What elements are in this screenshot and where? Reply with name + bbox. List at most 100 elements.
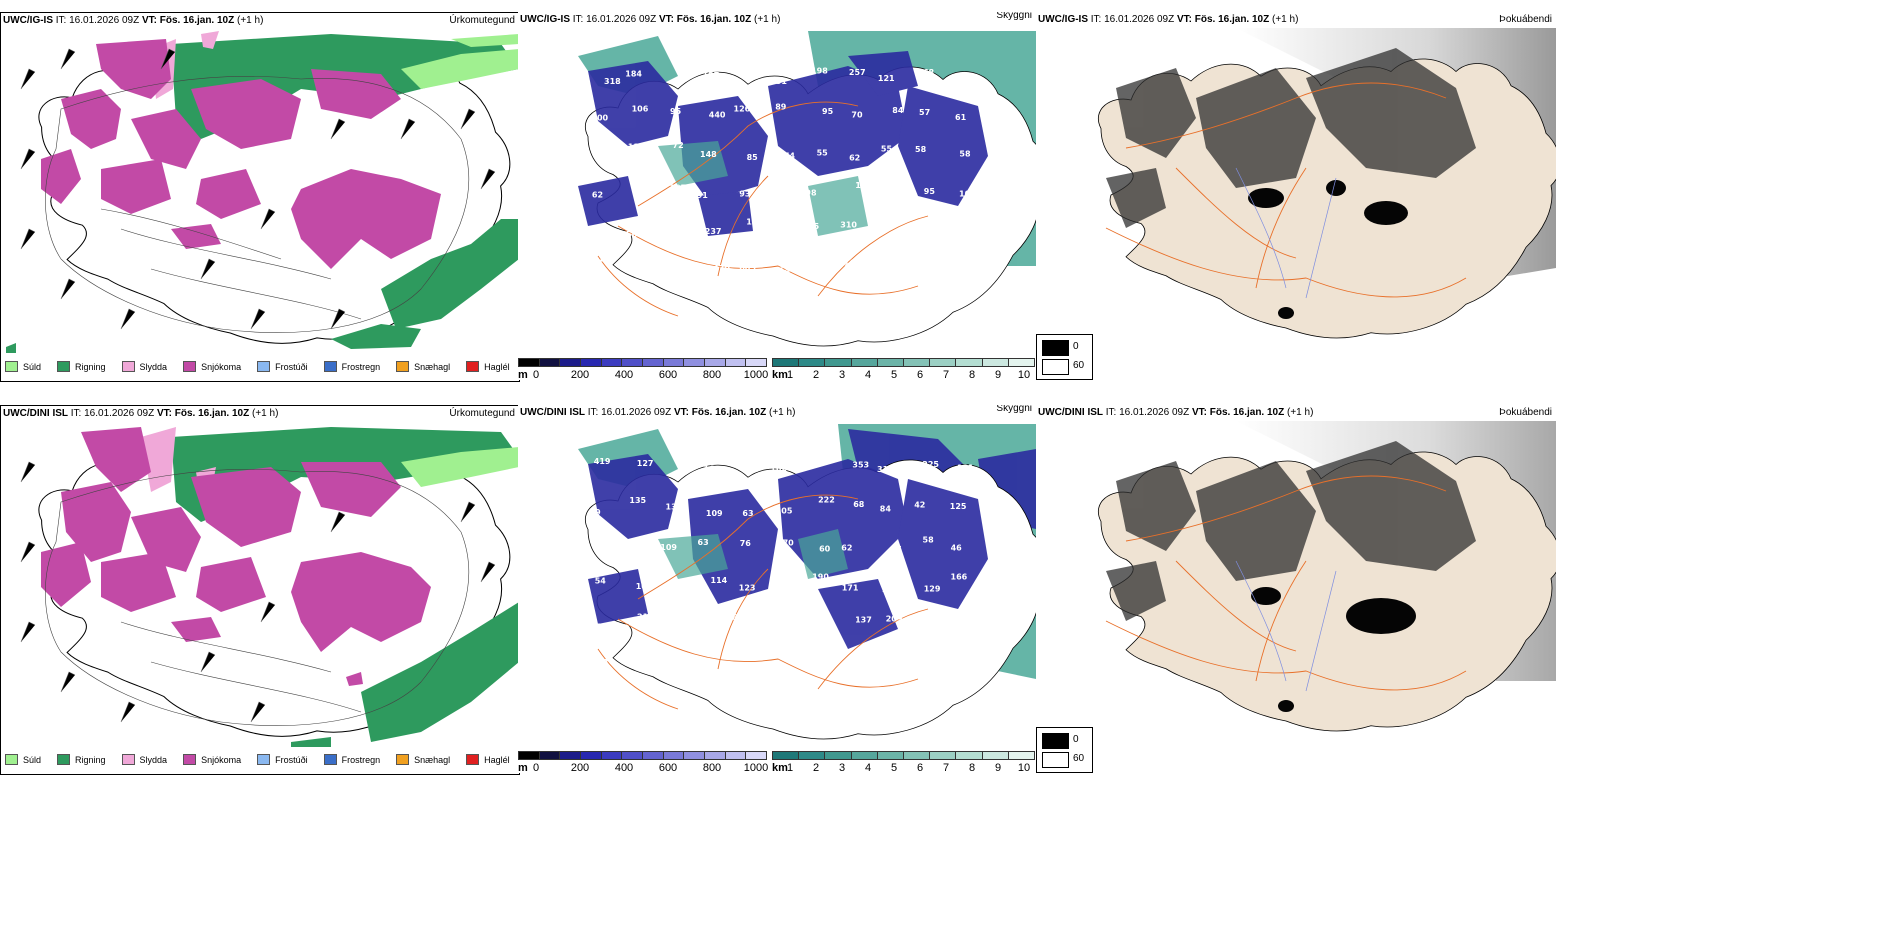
legend-item: Haglél xyxy=(466,361,510,372)
map-value-label: 44 xyxy=(951,258,963,267)
colorbar-segment xyxy=(518,358,540,367)
legend-item: Súld xyxy=(5,361,41,372)
legend-item: Rigning xyxy=(57,754,106,765)
map-labels: 318 184 185 187 159 131 198 257 121 168 66 100 106 95… xyxy=(591,66,976,275)
colorbar-tick: 3 xyxy=(838,369,846,380)
legend-item: Slydda xyxy=(121,754,168,765)
legend-swatch xyxy=(57,361,71,372)
map-value-label: 187 xyxy=(703,71,720,80)
colorbar-segment xyxy=(955,751,983,760)
map-value-label: 58 xyxy=(923,536,935,545)
map-value-label: 133 xyxy=(894,180,911,189)
field-name: Úrkomutegund xyxy=(449,15,515,26)
legend-label: Frostúði xyxy=(275,361,308,372)
colorbar-segment xyxy=(876,358,904,367)
colorbar-segment xyxy=(538,751,561,760)
map-value-label: 68 xyxy=(853,500,865,509)
roads xyxy=(597,101,929,317)
colorbar-segment xyxy=(538,358,561,367)
colorbar-tick: 4 xyxy=(864,369,872,380)
fog-legend-swatch xyxy=(1042,359,1069,375)
colorbar-tick: 10 xyxy=(1017,369,1031,380)
map-value-label: 84 xyxy=(892,106,904,115)
map-value-label: 55 xyxy=(881,144,893,153)
map-value-label: 58 xyxy=(959,150,971,159)
map-value-label: 131 xyxy=(770,77,787,86)
colorbar-segment xyxy=(559,358,581,367)
colorbar-tick: 1 xyxy=(786,369,794,380)
map-value-label: 56 xyxy=(626,230,638,239)
map-value-label: 192 xyxy=(596,622,613,631)
map-value-label: 173 xyxy=(879,219,896,228)
map-value-label: 60 xyxy=(819,545,831,554)
map-value-label: 184 xyxy=(742,465,759,474)
colorbar-tick: 5 xyxy=(890,762,898,773)
map-value-label: 237 xyxy=(705,227,722,236)
map-value-label: 198 xyxy=(811,67,828,76)
precip-type-panel-row2: UWC/DINI ISL IT: 16.01.2026 09Z VT: Fös.… xyxy=(0,405,520,775)
legend-label: Snjókoma xyxy=(201,754,242,765)
legend-label: Slydda xyxy=(139,754,168,765)
fog-legend: 0 60 xyxy=(1036,334,1093,380)
panel-title: UWC/DINI ISL IT: 16.01.2026 09Z VT: Fös.… xyxy=(3,408,279,419)
colorbar-segment xyxy=(876,751,904,760)
map-value-label: 140 xyxy=(678,463,695,472)
map-value-label: 21 xyxy=(958,610,970,619)
colorbar-segment xyxy=(850,751,878,760)
colorbar-segment xyxy=(1007,751,1035,760)
map-value-label: 183 xyxy=(592,658,609,667)
map-value-label: 137 xyxy=(855,615,872,624)
colorbar-tick: 200 xyxy=(570,762,590,773)
map-value-label: 129 xyxy=(924,585,941,594)
map-value-label: 22 xyxy=(805,459,816,468)
legend-swatch xyxy=(183,361,197,372)
precip-map xyxy=(20,427,519,747)
map-value-label: 57 xyxy=(919,108,930,117)
map-value-label: 45 xyxy=(808,222,820,231)
legend-item: Súld xyxy=(5,754,41,765)
legend-swatch xyxy=(183,754,197,765)
map-value-label: 89 xyxy=(775,103,787,112)
drizzle-areas xyxy=(401,34,519,89)
colorbar-tick: 3 xyxy=(838,762,846,773)
map-value-label: 87 xyxy=(732,613,743,622)
colorbar-tick: 4 xyxy=(864,762,872,773)
cloudbase-colorbar: m 0 200 400 600 800 1000 xyxy=(518,358,768,380)
map-value-label: 72 xyxy=(673,141,684,150)
legend-label: Slydda xyxy=(139,361,168,372)
colorbar-tick: 200 xyxy=(570,369,590,380)
colorbar-tick: 600 xyxy=(658,369,678,380)
colorbar-segment xyxy=(745,751,767,760)
colorbar-tick: 1000 xyxy=(743,369,769,380)
map-value-label: 318 xyxy=(877,465,894,474)
legend-item: Frostúði xyxy=(257,754,308,765)
colorbar-tick: 9 xyxy=(994,369,1002,380)
legend-label: Frostregn xyxy=(341,754,381,765)
legend-item: Frostregn xyxy=(323,361,380,372)
colorbar-tick: 0 xyxy=(532,762,540,773)
legend-label: Haglél xyxy=(484,361,510,372)
map-value-label: 127 xyxy=(637,459,654,468)
colorbar-segment xyxy=(850,358,878,367)
map-value-label: 106 xyxy=(632,105,649,114)
legend-label: Snjókoma xyxy=(201,361,242,372)
map-value-label: 109 xyxy=(636,582,653,591)
map-value-label: 419 xyxy=(594,457,611,466)
legend-swatch xyxy=(396,754,410,765)
map-value-label: 168 xyxy=(917,68,934,77)
map-value-label: 214 xyxy=(678,581,695,590)
colorbar-segment xyxy=(1007,358,1035,367)
colorbar-segment xyxy=(662,358,685,367)
map-value-label: 259 xyxy=(913,254,930,263)
map-value-label: 222 xyxy=(818,495,835,504)
precip-legend: Súld Rigning Slydda Snjókoma Frostúði Frostre… xyxy=(5,361,519,372)
colorbar-segment xyxy=(903,358,931,367)
map-value-label: 161 xyxy=(746,217,763,226)
field-name: Þokuábendi xyxy=(1499,14,1552,25)
colorbar-segment xyxy=(518,751,540,760)
colorbar-segment xyxy=(704,751,726,760)
map-value-label: 605 xyxy=(739,264,756,273)
legend-label: Súld xyxy=(23,754,42,765)
colorbar-segment xyxy=(772,751,800,760)
legend-swatch xyxy=(323,361,337,372)
